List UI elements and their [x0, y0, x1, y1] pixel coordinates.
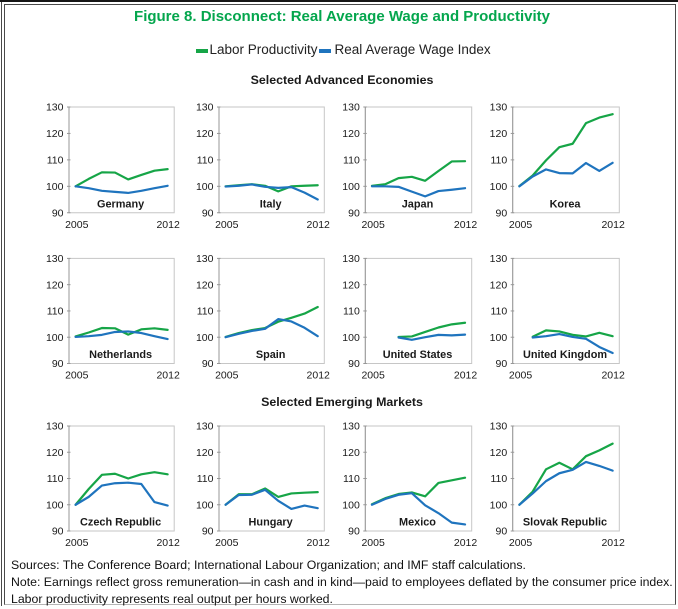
svg-text:Spain: Spain [256, 349, 286, 361]
svg-text:130: 130 [46, 421, 64, 433]
svg-text:120: 120 [46, 279, 64, 291]
svg-text:100: 100 [342, 332, 360, 344]
svg-text:110: 110 [47, 473, 64, 485]
svg-text:110: 110 [197, 473, 214, 485]
svg-text:110: 110 [490, 306, 507, 318]
svg-text:120: 120 [196, 447, 214, 459]
svg-text:120: 120 [342, 447, 360, 459]
svg-text:120: 120 [490, 128, 508, 140]
svg-text:100: 100 [46, 332, 64, 344]
svg-text:110: 110 [197, 306, 214, 318]
svg-text:100: 100 [490, 181, 508, 193]
svg-text:90: 90 [52, 526, 64, 538]
svg-text:2005: 2005 [215, 219, 239, 231]
svg-text:110: 110 [490, 473, 507, 485]
svg-text:2012: 2012 [601, 537, 625, 549]
svg-text:130: 130 [196, 102, 214, 114]
svg-text:110: 110 [47, 155, 64, 167]
svg-text:2012: 2012 [454, 219, 478, 231]
svg-text:100: 100 [490, 499, 508, 511]
svg-text:90: 90 [496, 358, 508, 370]
svg-text:Czech Republic: Czech Republic [80, 517, 161, 529]
svg-text:130: 130 [196, 253, 214, 265]
svg-text:130: 130 [196, 421, 214, 433]
svg-text:90: 90 [348, 526, 360, 538]
svg-text:100: 100 [196, 332, 214, 344]
svg-text:2005: 2005 [215, 370, 239, 382]
svg-text:2012: 2012 [601, 370, 625, 382]
svg-text:130: 130 [46, 253, 64, 265]
svg-text:2005: 2005 [215, 537, 239, 549]
svg-text:120: 120 [46, 447, 64, 459]
svg-text:100: 100 [342, 181, 360, 193]
svg-text:Germany: Germany [97, 198, 144, 210]
svg-text:Mexico: Mexico [399, 517, 436, 529]
svg-text:120: 120 [490, 279, 508, 291]
svg-text:130: 130 [342, 421, 360, 433]
svg-text:2005: 2005 [361, 537, 385, 549]
svg-text:100: 100 [196, 499, 214, 511]
svg-text:2012: 2012 [454, 537, 478, 549]
svg-text:2005: 2005 [509, 537, 533, 549]
svg-text:120: 120 [46, 128, 64, 140]
svg-text:Korea: Korea [550, 198, 582, 210]
svg-text:100: 100 [46, 499, 64, 511]
svg-text:90: 90 [496, 207, 508, 219]
svg-text:90: 90 [348, 358, 360, 370]
svg-text:90: 90 [202, 358, 214, 370]
svg-text:130: 130 [490, 253, 508, 265]
svg-text:130: 130 [342, 253, 360, 265]
svg-text:120: 120 [342, 279, 360, 291]
svg-text:2012: 2012 [307, 370, 331, 382]
svg-text:90: 90 [348, 207, 360, 219]
svg-text:2012: 2012 [601, 219, 625, 231]
svg-text:United Kingdom: United Kingdom [523, 349, 607, 361]
svg-text:100: 100 [342, 499, 360, 511]
svg-text:100: 100 [196, 181, 214, 193]
svg-text:110: 110 [343, 306, 360, 318]
svg-text:100: 100 [46, 181, 64, 193]
svg-text:2012: 2012 [156, 370, 180, 382]
svg-text:2005: 2005 [509, 219, 533, 231]
svg-text:120: 120 [196, 128, 214, 140]
svg-text:2005: 2005 [509, 370, 533, 382]
svg-text:Japan: Japan [402, 198, 433, 210]
svg-text:2012: 2012 [454, 370, 478, 382]
svg-text:130: 130 [490, 421, 508, 433]
svg-text:2005: 2005 [65, 219, 89, 231]
svg-text:2012: 2012 [156, 219, 180, 231]
svg-text:110: 110 [343, 473, 360, 485]
svg-text:90: 90 [202, 207, 214, 219]
svg-text:90: 90 [52, 207, 64, 219]
svg-text:2012: 2012 [307, 537, 331, 549]
svg-text:110: 110 [490, 155, 507, 167]
svg-text:130: 130 [342, 102, 360, 114]
svg-text:90: 90 [496, 526, 508, 538]
svg-text:120: 120 [196, 279, 214, 291]
svg-text:2005: 2005 [361, 219, 385, 231]
svg-text:Netherlands: Netherlands [89, 349, 152, 361]
svg-text:90: 90 [52, 358, 64, 370]
svg-text:Hungary: Hungary [249, 517, 293, 529]
svg-text:90: 90 [202, 526, 214, 538]
svg-text:110: 110 [343, 155, 360, 167]
svg-text:2005: 2005 [361, 370, 385, 382]
svg-text:120: 120 [342, 128, 360, 140]
svg-text:110: 110 [197, 155, 214, 167]
svg-text:100: 100 [490, 332, 508, 344]
svg-text:130: 130 [490, 102, 508, 114]
svg-text:Slovak Republic: Slovak Republic [523, 517, 607, 529]
svg-text:Italy: Italy [260, 198, 282, 210]
svg-text:United States: United States [383, 349, 453, 361]
svg-text:130: 130 [46, 102, 64, 114]
svg-text:110: 110 [47, 306, 64, 318]
svg-text:2005: 2005 [65, 537, 89, 549]
svg-text:120: 120 [490, 447, 508, 459]
svg-text:2012: 2012 [156, 537, 180, 549]
svg-text:2005: 2005 [65, 370, 89, 382]
svg-text:2012: 2012 [307, 219, 331, 231]
